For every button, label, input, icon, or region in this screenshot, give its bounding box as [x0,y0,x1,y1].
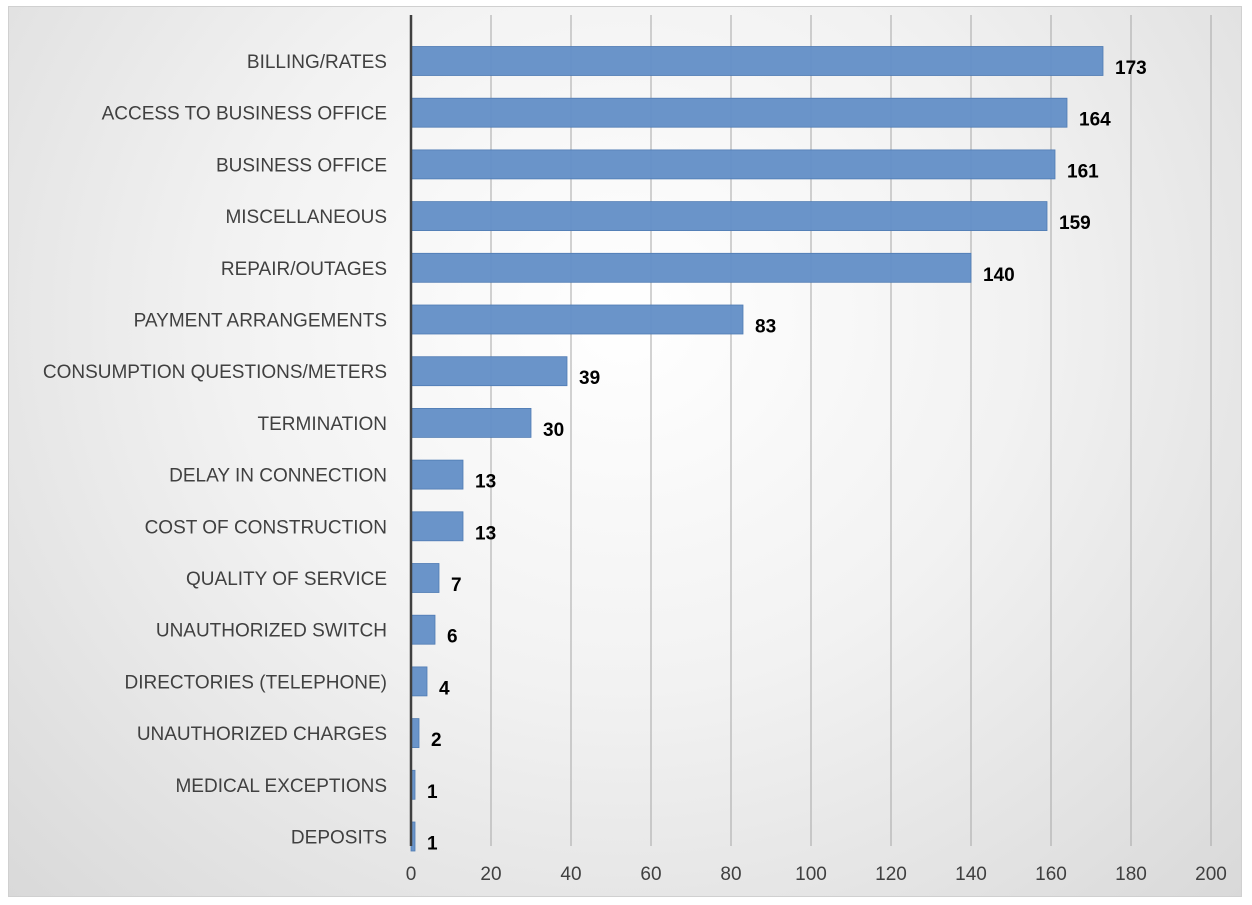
data-label: 7 [451,575,462,596]
x-tick-label: 120 [875,864,907,885]
category-label: BUSINESS OFFICE [216,155,387,176]
data-label: 1 [427,834,438,855]
category-label: BILLING/RATES [247,52,387,73]
x-tick-label: 160 [1035,864,1067,885]
bar [410,614,436,645]
category-label: DIRECTORIES (TELEPHONE) [124,672,387,693]
bar-chart: BILLING/RATES ACCESS TO BUSINESS OFFICE BU… [43,15,1227,885]
x-tick-label: 100 [795,864,827,885]
x-tick-label: 40 [560,864,581,885]
x-tick-label: 0 [406,864,417,885]
bar [410,201,1048,232]
data-label: 13 [475,472,496,493]
category-label: PAYMENT ARRANGEMENTS [134,311,387,332]
data-label: 159 [1059,213,1091,234]
bar [410,511,464,542]
bar [410,97,1068,128]
bar [410,46,1104,76]
data-label: 39 [579,368,600,389]
grid-lines [490,15,1212,846]
x-axis-tick-labels: 0 20 40 60 80 100 120 140 160 180 200 [406,864,1227,885]
bars [410,46,1104,852]
category-labels: BILLING/RATES ACCESS TO BUSINESS OFFICE BU… [43,52,387,849]
bar [410,459,464,490]
x-tick-label: 140 [955,864,987,885]
data-label: 2 [431,730,442,751]
category-label: MEDICAL EXCEPTIONS [175,776,387,797]
category-label: DELAY IN CONNECTION [169,466,387,487]
bar [410,407,532,438]
category-label: UNAUTHORIZED SWITCH [156,621,387,642]
category-label: REPAIR/OUTAGES [221,259,387,280]
category-label: DEPOSITS [291,828,387,849]
x-tick-label: 200 [1195,864,1227,885]
x-tick-label: 60 [640,864,661,885]
data-label: 1 [427,782,438,803]
data-label: 164 [1079,110,1111,131]
data-label: 30 [543,420,564,441]
data-labels: 173 164 161 159 140 83 39 30 13 13 7 6 4 2 1 1 [427,58,1147,855]
category-label: ACCESS TO BUSINESS OFFICE [102,104,387,125]
category-label: QUALITY OF SERVICE [186,569,387,590]
data-label: 4 [439,678,450,699]
x-tick-label: 80 [720,864,741,885]
bar [410,666,428,697]
bar [410,563,440,593]
category-label: UNAUTHORIZED CHARGES [137,724,387,745]
bar [410,356,568,387]
chart-area: BILLING/RATES ACCESS TO BUSINESS OFFICE BU… [8,6,1242,897]
data-label: 173 [1115,58,1147,79]
category-label: COST OF CONSTRUCTION [145,517,387,538]
x-tick-label: 20 [480,864,501,885]
bar [410,149,1056,180]
data-label: 6 [447,627,458,648]
data-label: 83 [755,317,776,338]
data-label: 13 [475,523,496,544]
bar [410,304,744,335]
x-tick-label: 180 [1115,864,1147,885]
category-label: MISCELLANEOUS [225,207,387,228]
category-label: CONSUMPTION QUESTIONS/METERS [43,362,387,383]
data-label: 140 [983,265,1015,286]
data-label: 161 [1067,161,1099,182]
category-label: TERMINATION [258,414,387,435]
bar [410,252,972,283]
